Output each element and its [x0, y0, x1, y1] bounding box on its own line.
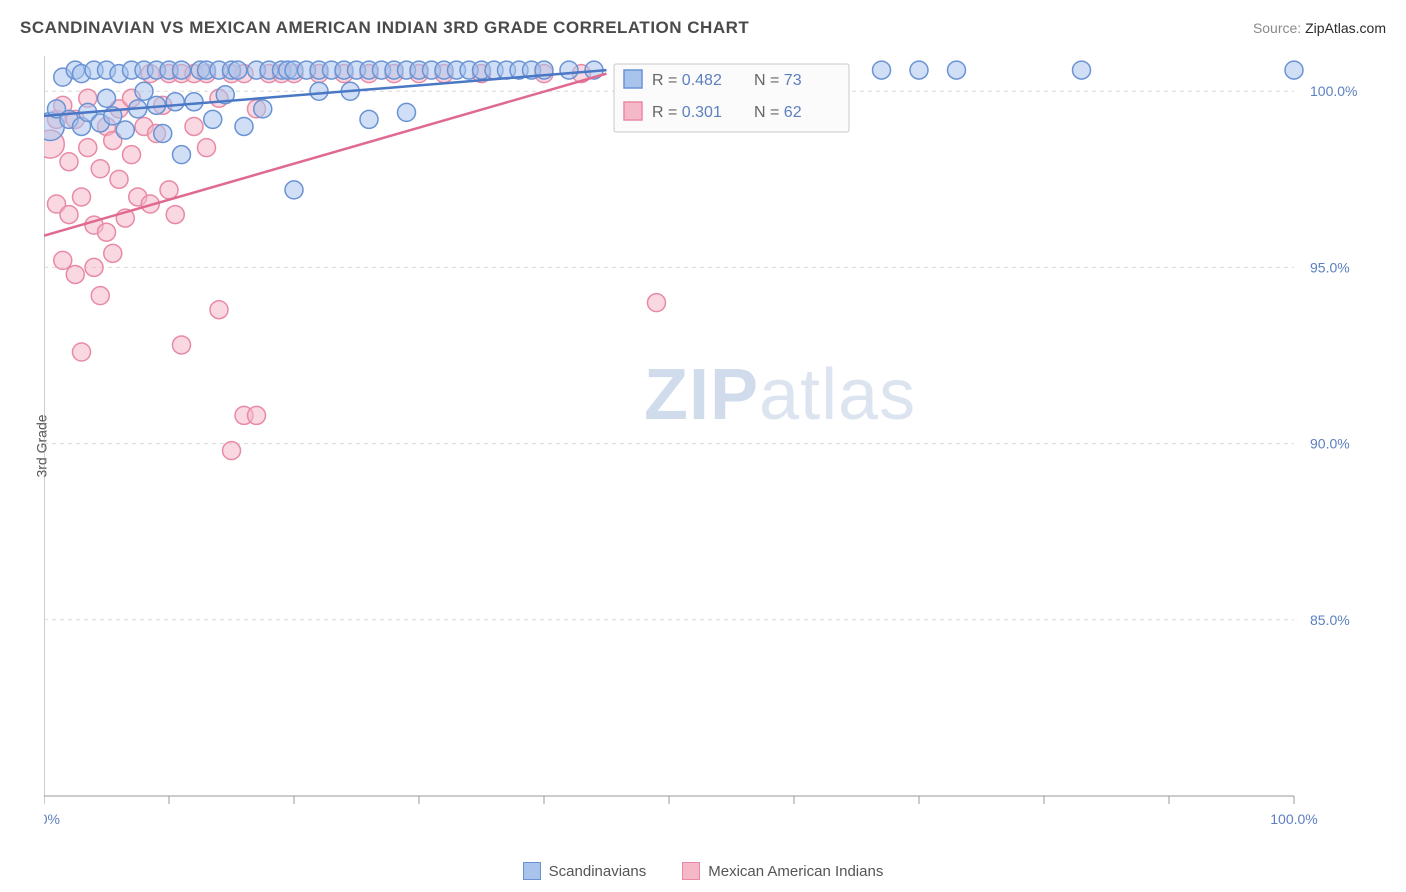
- legend-item: Scandinavians: [523, 862, 647, 880]
- title-row: SCANDINAVIAN VS MEXICAN AMERICAN INDIAN …: [20, 18, 1386, 38]
- data-point: [648, 294, 666, 312]
- data-point: [166, 206, 184, 224]
- data-point: [54, 251, 72, 269]
- data-point: [210, 301, 228, 319]
- data-point: [91, 287, 109, 305]
- data-point: [235, 117, 253, 135]
- legend-r: R = 0.301: [652, 104, 722, 121]
- legend-r: R = 0.482: [652, 72, 722, 89]
- data-point: [560, 61, 578, 79]
- data-point: [104, 244, 122, 262]
- x-tick-label: 0.0%: [44, 811, 60, 827]
- data-point: [85, 258, 103, 276]
- data-point: [198, 139, 216, 157]
- data-point: [910, 61, 928, 79]
- legend-n: N = 62: [754, 104, 802, 121]
- data-point: [110, 170, 128, 188]
- source-label: Source:: [1253, 20, 1305, 36]
- data-point: [154, 125, 172, 143]
- y-tick-label: 90.0%: [1310, 436, 1350, 452]
- data-point: [254, 100, 272, 118]
- data-point: [185, 117, 203, 135]
- y-tick-label: 85.0%: [1310, 612, 1350, 628]
- legend-swatch: [523, 862, 541, 880]
- bottom-legend: Scandinavians Mexican American Indians: [0, 862, 1406, 880]
- y-tick-label: 100.0%: [1310, 83, 1357, 99]
- chart-container: SCANDINAVIAN VS MEXICAN AMERICAN INDIAN …: [0, 0, 1406, 892]
- y-tick-label: 95.0%: [1310, 259, 1350, 275]
- data-point: [310, 82, 328, 100]
- data-point: [173, 61, 191, 79]
- data-point: [223, 442, 241, 460]
- legend-swatch: [624, 70, 642, 88]
- data-point: [185, 93, 203, 111]
- legend-n: N = 73: [754, 72, 802, 89]
- data-point: [166, 93, 184, 111]
- data-point: [173, 336, 191, 354]
- source-attribution: Source: ZipAtlas.com: [1253, 20, 1386, 38]
- legend-swatch: [682, 862, 700, 880]
- legend-label: Scandinavians: [549, 863, 647, 880]
- stats-legend: R = 0.482 N = 73 R = 0.301 N = 62: [614, 64, 849, 132]
- data-point: [285, 181, 303, 199]
- scatter-plot-svg: 85.0% 90.0% 95.0% 100.0% 0.0% 100.0% ZIPatlas R…: [44, 56, 1384, 846]
- data-point: [873, 61, 891, 79]
- data-point: [135, 82, 153, 100]
- data-point: [229, 61, 247, 79]
- data-point: [204, 110, 222, 128]
- data-point: [73, 188, 91, 206]
- x-tick-label: 100.0%: [1270, 811, 1317, 827]
- data-point: [98, 223, 116, 241]
- data-point: [73, 343, 91, 361]
- data-point: [948, 61, 966, 79]
- source-value: ZipAtlas.com: [1305, 20, 1386, 36]
- data-point: [160, 181, 178, 199]
- data-point: [91, 160, 109, 178]
- data-point: [123, 146, 141, 164]
- watermark: ZIPatlas: [644, 355, 916, 435]
- data-point: [60, 153, 78, 171]
- data-point: [1285, 61, 1303, 79]
- data-point: [116, 121, 134, 139]
- legend-item: Mexican American Indians: [682, 862, 883, 880]
- data-point: [360, 110, 378, 128]
- plot-wrap: 85.0%90.0%95.0%100.0%0.0%100.0%ZIPatlasR…: [44, 56, 1384, 806]
- data-point: [1073, 61, 1091, 79]
- legend-label: Mexican American Indians: [708, 863, 883, 880]
- data-point: [66, 265, 84, 283]
- data-point: [79, 139, 97, 157]
- chart-title: SCANDINAVIAN VS MEXICAN AMERICAN INDIAN …: [20, 18, 749, 38]
- data-point: [248, 406, 266, 424]
- data-point: [173, 146, 191, 164]
- svg-text:ZIPatlas: ZIPatlas: [644, 355, 916, 435]
- data-point: [98, 89, 116, 107]
- data-point: [398, 103, 416, 121]
- legend-swatch: [624, 102, 642, 120]
- data-point: [60, 206, 78, 224]
